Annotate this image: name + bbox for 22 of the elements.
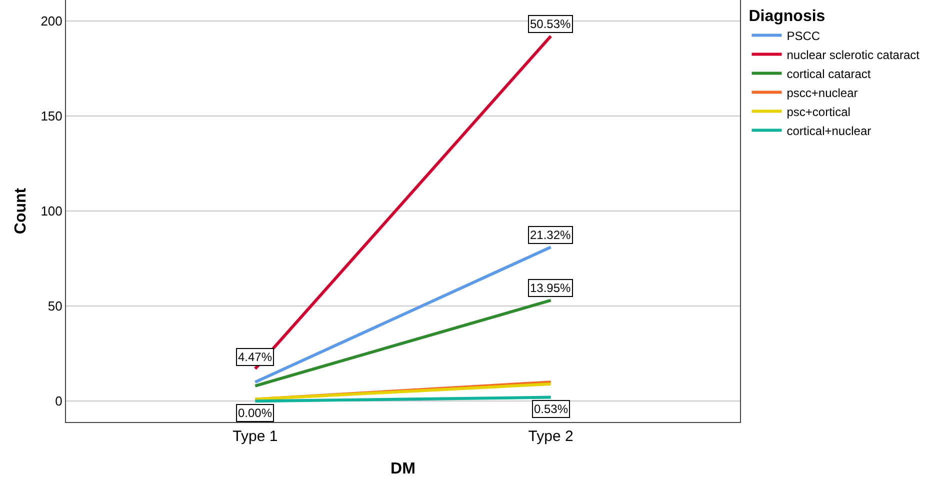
y-axis-title: Count: [12, 187, 30, 234]
y-tick-label: 100: [40, 204, 62, 219]
annotation: 0.00%: [238, 406, 272, 420]
annotation: 50.53%: [530, 17, 572, 31]
y-tick-label: 150: [40, 108, 62, 124]
legend-label: cortical cataract: [786, 66, 872, 81]
x-tick-label: Type 1: [232, 428, 278, 445]
legend-label: cortical+nuclear: [786, 124, 872, 138]
annotation: 13.95%: [530, 281, 572, 295]
legend-label: nuclear sclerotic cataract: [786, 48, 920, 62]
legend-label: PSCC: [786, 28, 820, 43]
annotation: 0.53%: [534, 402, 568, 416]
x-tick-label: Type 2: [528, 428, 574, 445]
legend-title: Diagnosis: [748, 8, 826, 25]
annotation: 4.47%: [238, 350, 272, 364]
y-tick-label: 0: [55, 394, 62, 409]
legend-label: psc+cortical: [786, 104, 850, 119]
legend-label: pscc+nuclear: [786, 86, 858, 100]
x-axis-title: DM: [390, 460, 416, 478]
y-tick-label: 50: [48, 298, 62, 314]
y-tick-label: 200: [40, 13, 62, 28]
annotation: 21.32%: [530, 228, 572, 242]
